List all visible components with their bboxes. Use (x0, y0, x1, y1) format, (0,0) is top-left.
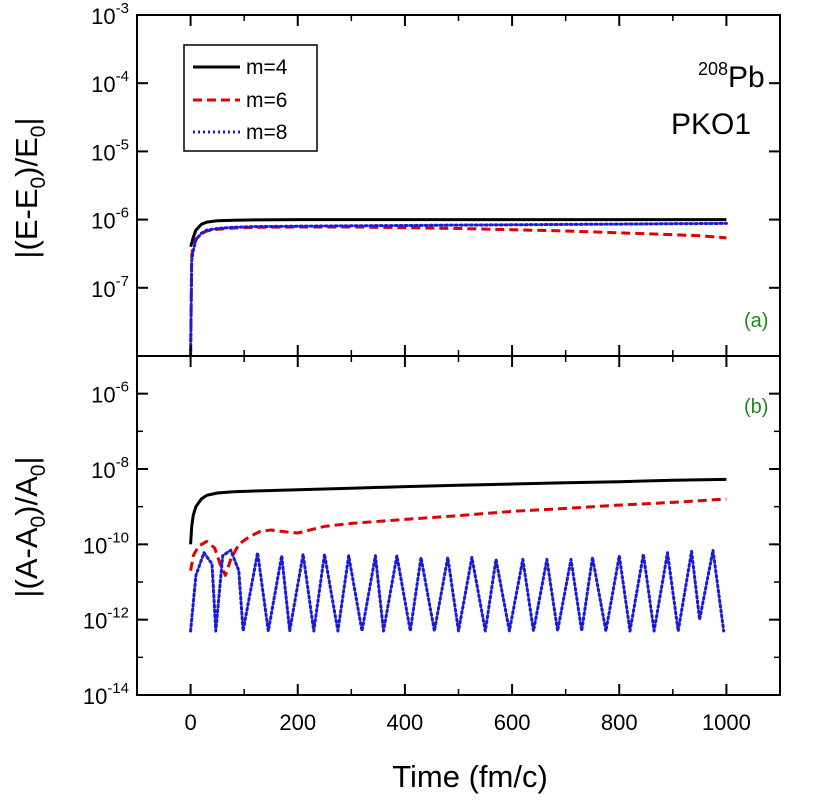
panel-b-y-ticks: 10-6 10-8 10-10 10-12 10-14 (83, 355, 780, 709)
legend-box (183, 44, 318, 152)
panel-b-x-ticks: 0 200 400 600 800 1000 (136, 356, 781, 735)
y-tick-label: 10-4 (91, 68, 129, 97)
x-tick-label: 800 (601, 710, 638, 735)
x-axis-label: Time (fm/c) (392, 759, 548, 794)
panel-b: 10-6 10-8 10-10 10-12 10-14 0 200 400 600 800 100… (9, 355, 781, 794)
legend-label-m8: m=8 (246, 121, 287, 144)
panel-a-series (189, 218, 728, 358)
x-tick-label: 1000 (702, 710, 751, 735)
y-tick-label: 10-6 (91, 205, 129, 234)
series-line-m4-panel-b (189, 477, 727, 545)
y-tick-label: 10-5 (91, 136, 129, 165)
x-tick-label: 600 (494, 710, 531, 735)
legend-label-m6: m=6 (246, 89, 287, 112)
series-line-m6-panel-b (189, 497, 727, 577)
nucleus-symbol: Pb (728, 61, 765, 94)
panel-b-label: (b) (744, 396, 768, 418)
y-tick-label: 10-6 (91, 379, 129, 408)
y-tick-label: 10-10 (83, 529, 129, 558)
nucleus-mass: 208 (698, 59, 728, 79)
y-tick-label: 10-8 (91, 454, 129, 483)
y-tick-label: 10-14 (83, 680, 129, 709)
legend-label-m4: m=4 (246, 56, 288, 79)
panel-b-frame (136, 355, 781, 696)
y-tick-label: 10-3 (91, 0, 129, 29)
series-line-m8-panel-a (189, 221, 728, 358)
x-tick-label: 400 (387, 710, 424, 735)
series-line-m6-panel-a (189, 225, 727, 357)
panel-a-ylabel: |(E-E0)/E0| (9, 117, 50, 258)
panel-a-y-ticks: 10-3 10-4 10-5 10-6 10-7 (91, 0, 780, 357)
panel-b-ylabel: |(A-A0)/A0| (9, 456, 50, 597)
panel-b-series (189, 477, 727, 633)
x-tick-label: 0 (184, 710, 196, 735)
x-tick-label: 200 (279, 710, 316, 735)
panel-a: 10-3 10-4 10-5 10-6 10-7 m=4 m=6 m=8 208Pb P… (9, 0, 781, 358)
legend: m=4 m=6 m=8 (183, 44, 318, 152)
y-tick-label: 10-7 (91, 273, 129, 302)
series-line-m4-panel-a (189, 218, 727, 248)
model-annotation: PKO1 (671, 108, 751, 141)
y-tick-label: 10-12 (83, 605, 129, 634)
nucleus-annotation: 208Pb (698, 59, 765, 94)
panel-a-label: (a) (744, 310, 768, 332)
series-line-m8-panel-b (189, 548, 726, 633)
